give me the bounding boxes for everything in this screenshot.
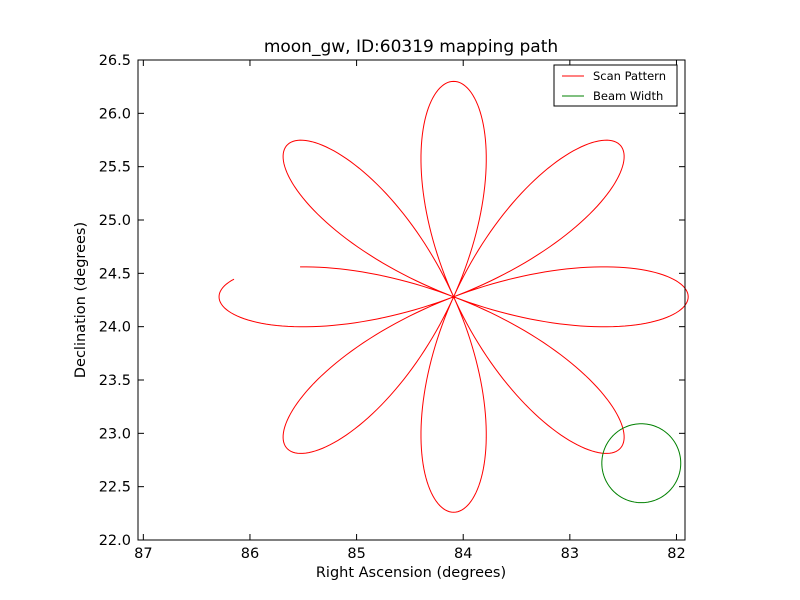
series-layer — [218, 80, 689, 513]
y-tick-label: 23.5 — [99, 373, 131, 389]
x-tick-label: 84 — [454, 546, 472, 562]
y-tick-label: 26.0 — [99, 106, 131, 122]
legend-box — [553, 64, 678, 107]
beam-width-circle — [601, 423, 682, 504]
y-tick-label: 24.0 — [99, 320, 131, 336]
legend-label-scan-pattern: Scan Pattern — [593, 69, 666, 83]
axes-frame — [137, 59, 686, 541]
y-tick-label: 22.5 — [99, 480, 131, 496]
y-axis-label: Declination (degrees) — [73, 222, 89, 378]
x-tick-label: 83 — [561, 546, 579, 562]
y-tick-label: 25.5 — [99, 160, 131, 176]
x-axis-label: Right Ascension (degrees) — [316, 565, 506, 581]
y-tick-label: 23.0 — [99, 426, 131, 442]
x-tick-label: 85 — [347, 546, 365, 562]
x-tick-label: 86 — [241, 546, 259, 562]
y-tick-label: 24.5 — [99, 266, 131, 282]
y-tick-label: 25.0 — [99, 213, 131, 229]
scan-pattern-line — [218, 80, 689, 513]
legend-label-beam-width: Beam Width — [593, 89, 663, 103]
plot-area — [138, 60, 685, 540]
x-tick-label: 87 — [134, 546, 152, 562]
x-tick-label: 82 — [667, 546, 685, 562]
y-tick-label: 26.5 — [99, 53, 131, 69]
legend: Scan Pattern Beam Width — [553, 64, 678, 107]
chart-title: moon_gw, ID:60319 mapping path — [264, 37, 558, 57]
y-tick-label: 22.0 — [99, 533, 131, 549]
